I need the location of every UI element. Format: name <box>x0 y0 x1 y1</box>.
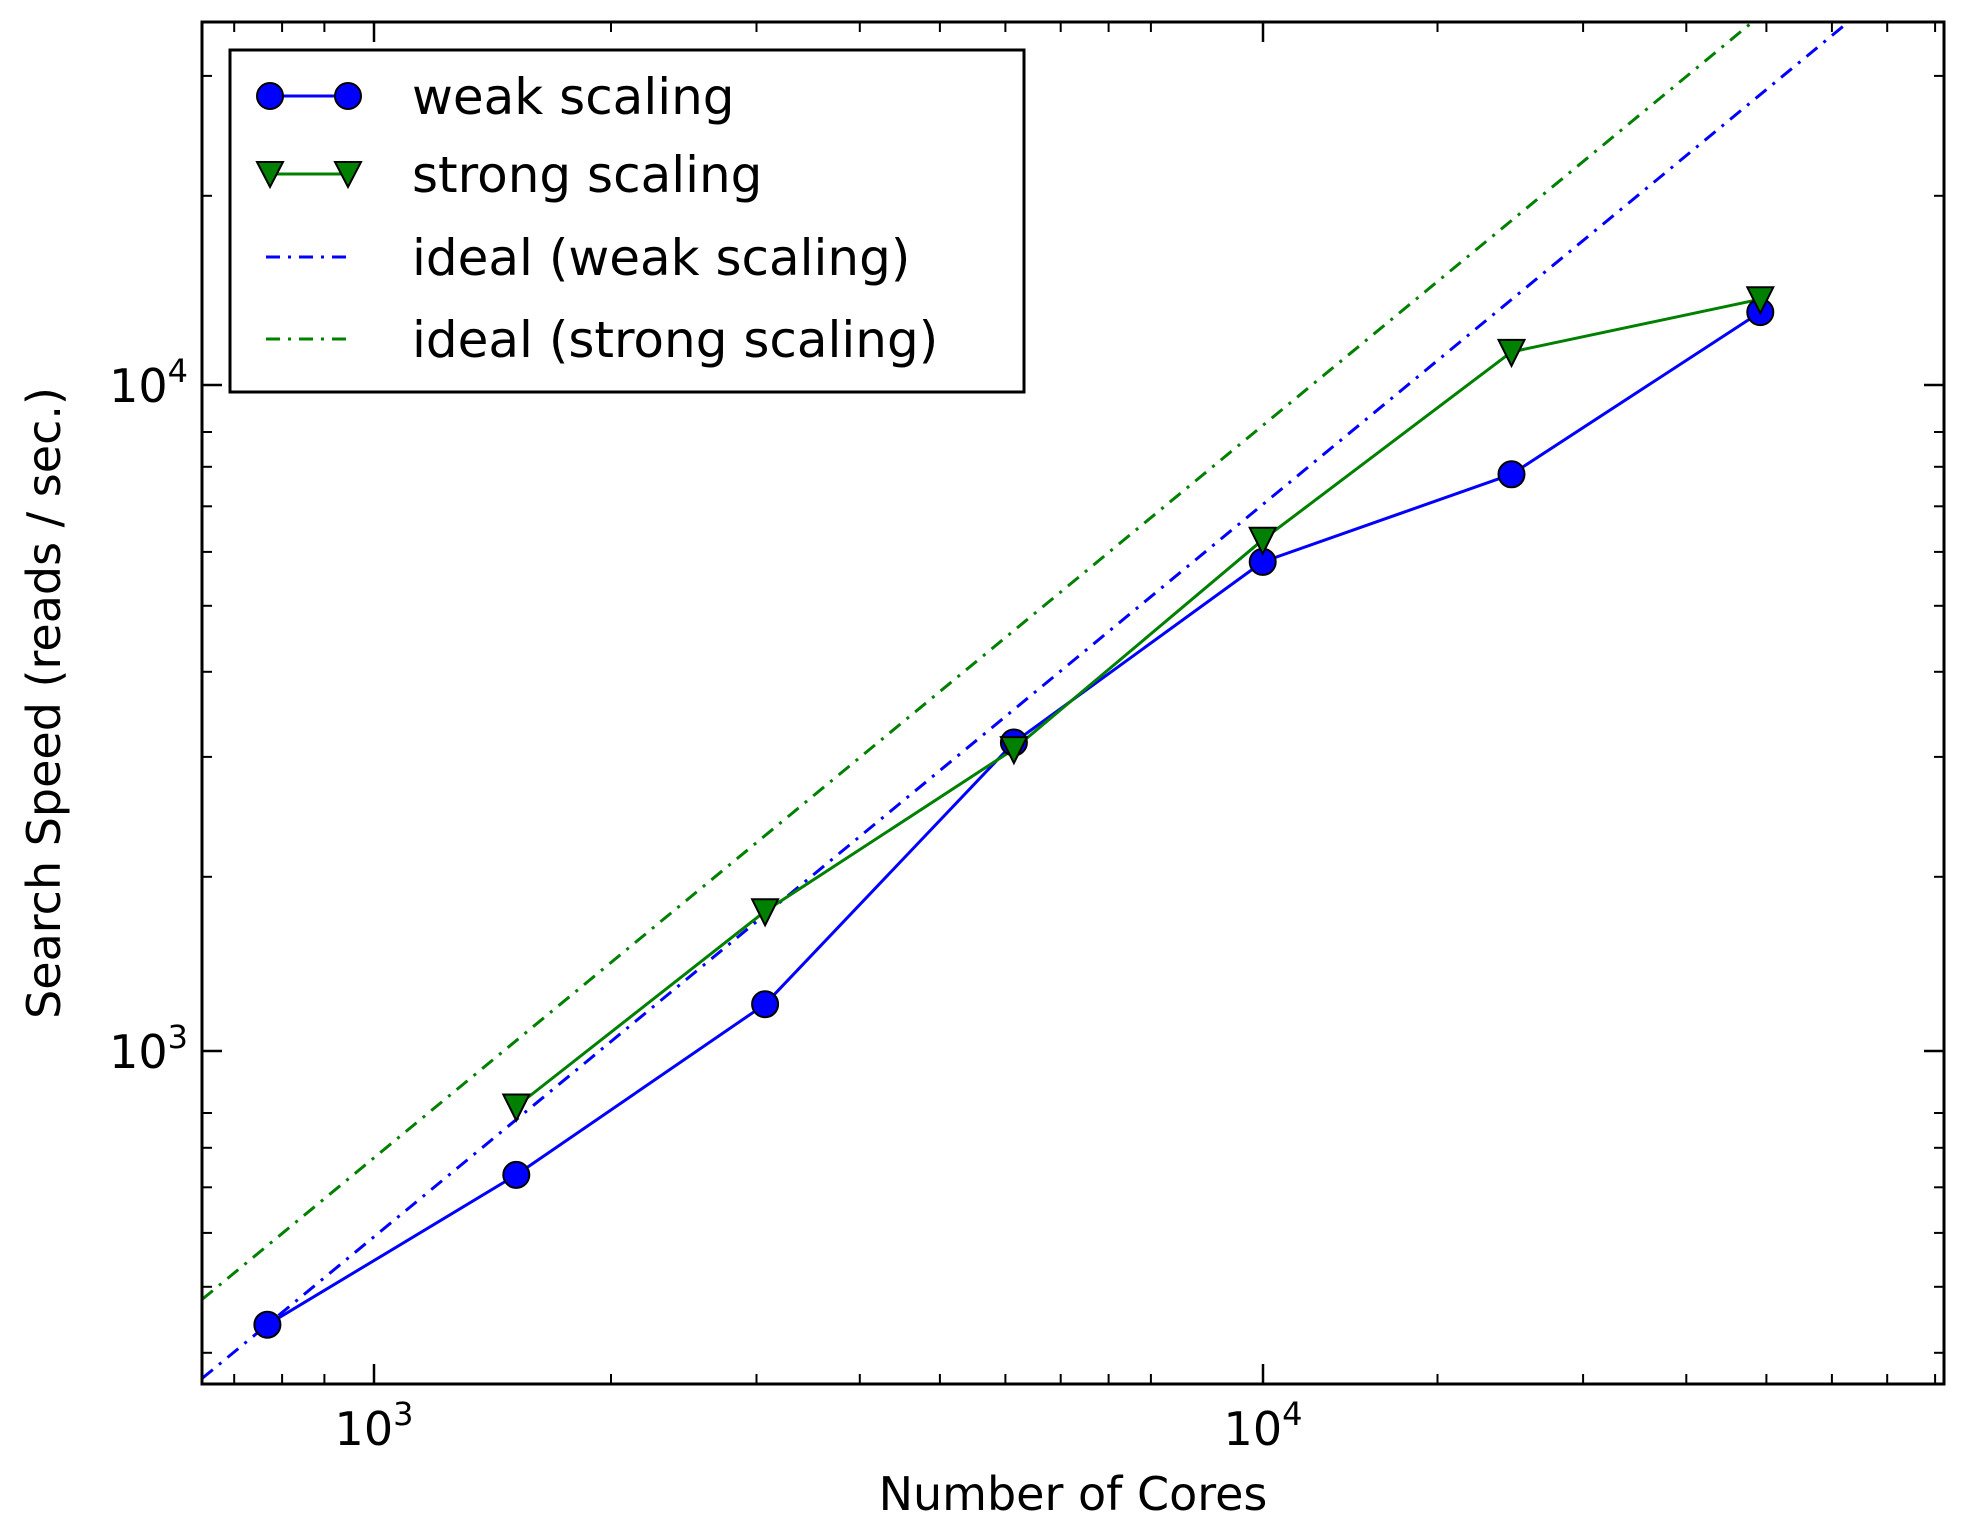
legend: weak scaling strong scaling ideal (weak … <box>228 48 1026 394</box>
legend-entry-weak-scaling: weak scaling <box>256 68 735 126</box>
x-axis-label: Number of Cores <box>879 1467 1268 1521</box>
series-line-strong-scaling <box>515 297 1761 1108</box>
point-weak-scaling-0 <box>253 1310 282 1339</box>
point-strong-scaling-4 <box>1496 338 1527 369</box>
legend-entry-strong-scaling: strong scaling <box>255 146 762 204</box>
point-weak-scaling-2 <box>751 990 780 1019</box>
legend-label-strong-scaling: strong scaling <box>412 146 762 204</box>
x-tick-label-1000: 103 <box>335 1395 414 1456</box>
legend-marker-weak-scaling-right <box>334 82 362 110</box>
y-tick-label-10000: 104 <box>109 352 188 413</box>
point-strong-scaling-5 <box>1745 286 1775 316</box>
point-weak-scaling-1 <box>502 1160 531 1189</box>
legend-label-ideal-strong: ideal (strong scaling) <box>412 311 938 369</box>
plot-markers <box>253 286 1775 1339</box>
point-strong-scaling-2 <box>999 736 1029 766</box>
legend-entry-ideal-strong: ideal (strong scaling) <box>266 311 938 369</box>
major-ticks <box>202 22 1944 1384</box>
series-line-ideal-strong-scaling <box>202 22 1755 1301</box>
legend-entry-ideal-weak: ideal (weak scaling) <box>266 229 910 287</box>
y-axis-label: Search Speed (reads / sec.) <box>17 387 71 1019</box>
point-strong-scaling-1 <box>750 898 780 928</box>
legend-marker-strong-scaling-left <box>255 161 285 190</box>
x-tick-label-10000: 104 <box>1224 1395 1303 1456</box>
minor-ticks <box>202 22 1944 1384</box>
legend-label-weak-scaling: weak scaling <box>412 68 735 126</box>
y-tick-label-1000: 103 <box>109 1018 188 1079</box>
point-strong-scaling-0 <box>501 1093 531 1123</box>
plot-frame <box>200 20 1946 1386</box>
legend-marker-weak-scaling-left <box>256 82 284 110</box>
legend-marker-strong-scaling-right <box>333 161 363 190</box>
point-weak-scaling-5 <box>1497 460 1526 489</box>
legend-label-ideal-weak: ideal (weak scaling) <box>412 229 910 287</box>
legend-box <box>228 48 1026 394</box>
series-line-ideal-weak-scaling <box>202 22 1851 1380</box>
point-strong-scaling-3 <box>1248 526 1278 557</box>
